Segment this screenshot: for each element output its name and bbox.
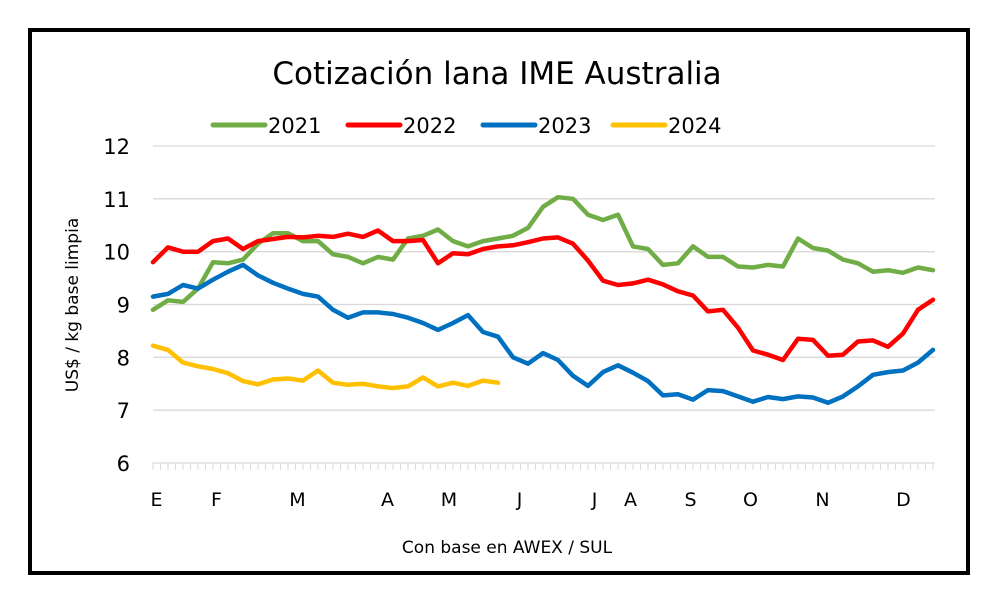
gridlines [153,145,935,464]
series-line-2024 [150,343,501,391]
x-month-label: M [441,489,457,511]
legend-item-2021: 2021 [210,114,321,138]
y-tick-label: 11 [103,188,130,212]
legend: 2021 2022 2023 2024 [210,114,721,138]
legend-label: 2022 [403,114,456,138]
x-month-label: A [381,489,394,511]
y-tick-label: 12 [103,135,130,159]
x-month-label: N [815,489,829,511]
x-month-label: D [896,489,911,511]
series-lines [150,194,936,406]
chart-title: Cotización lana IME Australia [272,56,721,92]
x-month-label: E [150,489,162,511]
x-tick-marks [152,463,934,470]
x-month-label: M [289,489,305,511]
y-tick-label: 9 [117,294,130,318]
y-tick-label: 7 [117,399,130,423]
x-month-label: A [624,489,637,511]
x-month-label: O [743,489,758,511]
series-line-2023 [150,262,936,406]
series-line-2021 [150,194,936,313]
legend-label: 2021 [268,114,321,138]
chart-frame [28,28,970,575]
series-line-2022 [150,228,936,363]
legend-label: 2023 [538,114,591,138]
legend-item-2024: 2024 [610,114,721,138]
x-month-label: J [591,489,598,511]
x-month-label: F [211,489,222,511]
legend-item-2023: 2023 [480,114,591,138]
y-tick-label: 10 [103,241,130,265]
x-axis-label: Con base en AWEX / SUL [402,538,613,558]
x-month-label: S [684,489,696,511]
x-month-label: J [516,489,523,511]
y-tick-label: 8 [117,346,130,370]
y-axis-label: US$ / kg base limpia [63,218,83,393]
y-tick-labels: 6 7 8 9 10 11 12 [103,135,130,476]
legend-label: 2024 [668,114,721,138]
y-tick-label: 6 [117,452,130,476]
legend-item-2022: 2022 [345,114,456,138]
